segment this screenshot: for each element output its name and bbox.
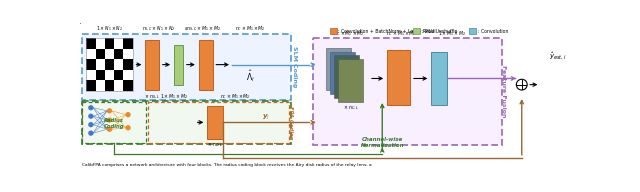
Bar (114, 70, 124, 80)
Bar (124, 70, 132, 80)
Circle shape (108, 118, 111, 122)
Circle shape (89, 131, 93, 135)
Bar (145, 40, 159, 90)
Text: Radius
Coding: Radius Coding (104, 118, 124, 128)
Bar (114, 38, 124, 49)
Text: $\boldsymbol{y}_i$: $\boldsymbol{y}_i$ (262, 112, 270, 122)
Bar (330, 51, 355, 94)
Bar (431, 52, 447, 105)
Circle shape (89, 114, 93, 118)
Bar (95, 70, 105, 80)
Text: $\times\ n_{C,L}$: $\times\ n_{C,L}$ (343, 104, 359, 112)
Text: Feature Fusion: Feature Fusion (501, 65, 506, 118)
Bar (326, 48, 351, 90)
Text: $n_C\times M_1\times M_2$: $n_C\times M_1\times M_2$ (235, 24, 266, 33)
Bar (95, 59, 105, 70)
Bar (114, 49, 124, 59)
Bar (124, 80, 132, 91)
Bar (105, 59, 114, 70)
Circle shape (126, 126, 130, 130)
Text: $\hat{y}_{est,i}$: $\hat{y}_{est,i}$ (549, 50, 567, 62)
Bar (198, 40, 212, 90)
Bar (81, 34, 291, 100)
Bar (105, 80, 114, 91)
Text: $1\times N_1\times N_2$: $1\times N_1\times N_2$ (96, 24, 123, 33)
Bar (114, 80, 124, 91)
Bar (124, 38, 132, 49)
Bar (86, 49, 95, 59)
Text: $2n_C\times M_1\times M_2$: $2n_C\times M_1\times M_2$ (331, 29, 364, 38)
Bar (469, 28, 476, 34)
Bar (124, 49, 132, 59)
Circle shape (108, 109, 111, 113)
Bar (148, 102, 289, 143)
Text: SLM Coding: SLM Coding (292, 46, 298, 88)
Bar (86, 38, 95, 49)
Text: FPA Coding: FPA Coding (288, 106, 292, 140)
Text: : Convolution + BatchNorm + Leaky ReLU: : Convolution + BatchNorm + Leaky ReLU (338, 29, 435, 34)
Bar (81, 101, 291, 144)
Bar (114, 59, 124, 70)
Bar (413, 28, 420, 34)
Circle shape (516, 79, 527, 90)
Bar (124, 59, 132, 70)
Circle shape (89, 106, 93, 110)
Bar (105, 70, 114, 80)
Text: $\times\ n_{S,L}$: $\times\ n_{S,L}$ (144, 92, 160, 101)
Bar (86, 38, 132, 91)
Text: $n_C\times M_1\times M_2$: $n_C\times M_1\times M_2$ (220, 92, 250, 101)
Text: : Convolution: : Convolution (477, 29, 508, 34)
Bar (105, 49, 114, 59)
Bar (95, 38, 105, 49)
Circle shape (126, 113, 130, 117)
Bar (338, 59, 363, 102)
Text: $n_C\times M_1\times M_2$: $n_C\times M_1\times M_2$ (387, 29, 417, 38)
Bar (174, 45, 183, 85)
Bar (86, 59, 95, 70)
Bar (95, 80, 105, 91)
Bar (83, 102, 146, 143)
Text: $1\times M_1\times M_2$: $1\times M_1\times M_2$ (159, 92, 188, 101)
Text: Channel-wise
Normalization: Channel-wise Normalization (360, 137, 404, 148)
Text: $1\times M_1\times M_2$: $1\times M_1\times M_2$ (438, 29, 466, 38)
Text: : PixelUnshuffle: : PixelUnshuffle (422, 29, 457, 34)
Bar (105, 38, 114, 49)
Bar (334, 55, 359, 98)
Text: $\times\ n_{D,L}$: $\times\ n_{D,L}$ (207, 141, 223, 149)
Bar (86, 80, 95, 91)
Text: $n_{S,C}\times N_1\times N_2$: $n_{S,C}\times N_1\times N_2$ (143, 25, 176, 33)
Bar (207, 106, 223, 139)
Text: CalibFPA comprises a network architecture with four blocks. The radius coding bl: CalibFPA comprises a network architectur… (83, 163, 372, 167)
Bar (330, 28, 337, 34)
Circle shape (108, 127, 111, 131)
Text: $\hat{\Lambda}_i$: $\hat{\Lambda}_i$ (246, 68, 255, 84)
Bar (86, 70, 95, 80)
Circle shape (89, 123, 93, 127)
Bar (312, 38, 502, 145)
Bar (387, 50, 410, 105)
Bar (95, 49, 105, 59)
Text: $sn_{S,C}\times M_1\times M_2$: $sn_{S,C}\times M_1\times M_2$ (184, 25, 221, 33)
